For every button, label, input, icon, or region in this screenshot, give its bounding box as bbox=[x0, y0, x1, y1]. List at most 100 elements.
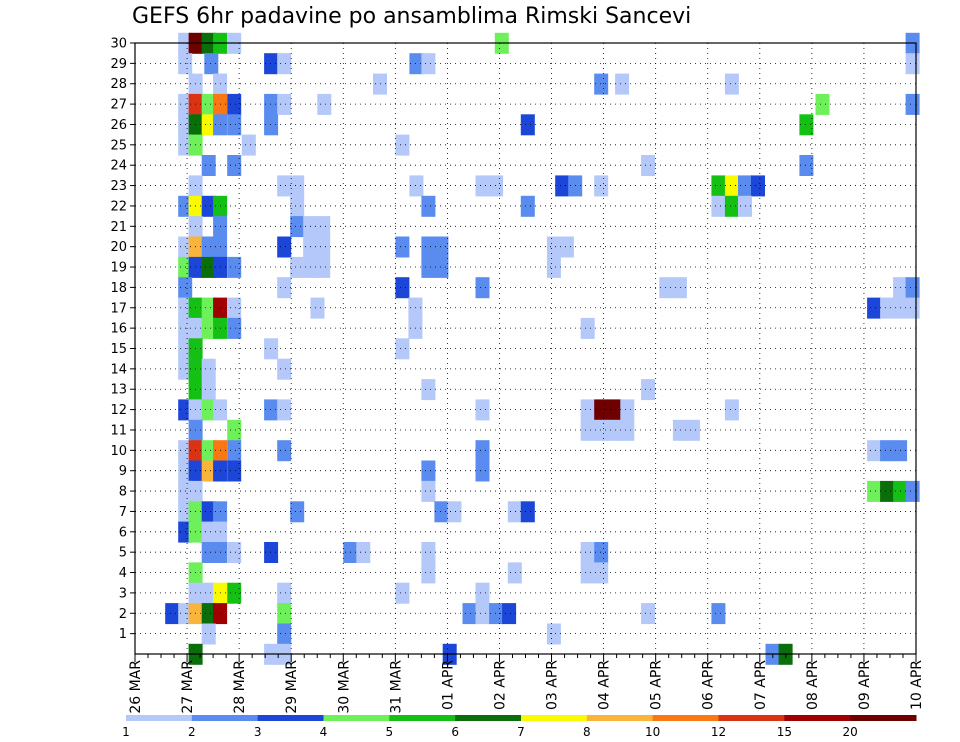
heatmap-cell bbox=[264, 93, 279, 115]
colorbar-swatch bbox=[323, 715, 390, 721]
heatmap-cell bbox=[724, 195, 739, 217]
heatmap-cell bbox=[580, 399, 595, 421]
heatmap-cell bbox=[290, 256, 305, 278]
heatmap-cells bbox=[165, 32, 920, 665]
heatmap-cell bbox=[475, 175, 490, 197]
heatmap-cell bbox=[317, 93, 332, 115]
heatmap-cell bbox=[520, 501, 535, 523]
y-tick-label: 7 bbox=[119, 505, 127, 520]
heatmap-cell bbox=[580, 317, 595, 339]
colorbar-label: 5 bbox=[386, 725, 394, 739]
colorbar-label: 4 bbox=[320, 725, 328, 739]
y-tick-label: 13 bbox=[110, 383, 127, 398]
gridlines bbox=[135, 42, 916, 654]
heatmap-cell bbox=[434, 256, 449, 278]
colorbar-label: 12 bbox=[711, 725, 726, 739]
y-tick-label: 29 bbox=[110, 57, 127, 72]
x-tick-label: 26 MAR bbox=[128, 660, 144, 714]
y-tick-label: 8 bbox=[119, 485, 127, 500]
heatmap-cell bbox=[905, 93, 920, 115]
heatmap-cell bbox=[201, 114, 216, 136]
x-tick-label: 27 MAR bbox=[180, 660, 196, 714]
heatmap-cell bbox=[546, 623, 561, 645]
y-tick-label: 20 bbox=[110, 240, 127, 255]
y-tick-label: 17 bbox=[110, 301, 127, 316]
heatmap-cell bbox=[711, 175, 726, 197]
y-tick-label: 27 bbox=[110, 98, 127, 113]
heatmap-cell bbox=[799, 114, 814, 136]
y-tick-label: 18 bbox=[110, 281, 127, 296]
heatmap-cell bbox=[227, 114, 242, 136]
heatmap-cell bbox=[502, 603, 517, 625]
heatmap-cell bbox=[724, 73, 739, 95]
heatmap-cell bbox=[594, 562, 609, 584]
heatmap-cell bbox=[867, 480, 882, 502]
colorbar-swatch bbox=[850, 715, 917, 721]
y-tick-label: 11 bbox=[110, 423, 127, 438]
colorbar-swatch bbox=[718, 715, 785, 721]
y-tick-label: 21 bbox=[110, 220, 127, 235]
heatmap-cell bbox=[277, 358, 292, 380]
heatmap-cell bbox=[264, 399, 279, 421]
heatmap-cell bbox=[201, 542, 216, 563]
y-tick-label: 5 bbox=[119, 546, 127, 561]
heatmap-cell bbox=[546, 236, 561, 258]
heatmap-cell bbox=[434, 236, 449, 258]
chart-title: GEFS 6hr padavine po ansamblima Rimski S… bbox=[132, 4, 692, 29]
heatmap-cell bbox=[409, 53, 424, 75]
heatmap-cell bbox=[201, 236, 216, 258]
heatmap-cell bbox=[905, 297, 920, 319]
colorbar-label: 8 bbox=[583, 725, 591, 739]
heatmap-cell bbox=[227, 256, 242, 278]
x-tick-label: 04 APR bbox=[597, 660, 613, 710]
heatmap-cell bbox=[421, 460, 436, 482]
heatmap-cell bbox=[475, 399, 490, 421]
heatmap-cell bbox=[594, 399, 609, 421]
colorbar-swatch bbox=[652, 715, 719, 721]
colorbar-label: 10 bbox=[645, 725, 660, 739]
y-tick-label: 25 bbox=[110, 138, 127, 153]
heatmap-cell bbox=[204, 53, 219, 75]
heatmap-cell bbox=[594, 175, 609, 197]
y-tick-label: 19 bbox=[110, 261, 127, 276]
y-tick-label: 22 bbox=[110, 199, 127, 214]
heatmap-cell bbox=[607, 399, 622, 421]
heatmap-cell bbox=[447, 501, 462, 523]
heatmap-cell bbox=[421, 379, 436, 401]
heatmap-cell bbox=[421, 562, 436, 584]
colorbar-label: 7 bbox=[517, 725, 525, 739]
heatmap-cell bbox=[421, 53, 436, 75]
heatmap-cell bbox=[867, 440, 882, 462]
y-tick-label: 4 bbox=[119, 566, 127, 581]
heatmap-cell bbox=[201, 399, 216, 421]
heatmap-cell bbox=[555, 175, 570, 197]
x-tick-label: 01 APR bbox=[440, 660, 456, 710]
y-tick-label: 2 bbox=[119, 607, 127, 622]
heatmap-cell bbox=[316, 256, 331, 278]
colorbar-swatch bbox=[586, 715, 654, 721]
heatmap-cell bbox=[201, 582, 216, 604]
heatmap-cell bbox=[395, 134, 410, 156]
x-tick-label: 07 APR bbox=[753, 660, 769, 710]
heatmap-cell bbox=[641, 155, 656, 176]
heatmap-cell bbox=[395, 277, 410, 299]
heatmap-cell bbox=[201, 155, 216, 176]
heatmap-cell bbox=[356, 542, 371, 563]
heatmap-cell bbox=[201, 256, 216, 278]
heatmap-cell bbox=[227, 297, 242, 319]
heatmap-cell bbox=[201, 603, 216, 625]
colorbar-swatch bbox=[126, 715, 193, 721]
heatmap-cell bbox=[290, 175, 305, 197]
x-tick-label: 10 APR bbox=[909, 660, 925, 710]
heatmap-cell bbox=[475, 277, 490, 299]
heatmap-cell bbox=[594, 419, 609, 441]
heatmap-cell bbox=[277, 236, 292, 258]
x-tick-label: 08 APR bbox=[805, 660, 821, 710]
heatmap-cell bbox=[201, 317, 216, 339]
heatmap-cell bbox=[607, 419, 622, 441]
heatmap-cell bbox=[520, 114, 535, 136]
y-tick-label: 6 bbox=[119, 525, 127, 540]
heatmap-cell bbox=[395, 338, 410, 360]
y-tick-label: 26 bbox=[110, 118, 127, 133]
heatmap-cell bbox=[227, 317, 242, 339]
